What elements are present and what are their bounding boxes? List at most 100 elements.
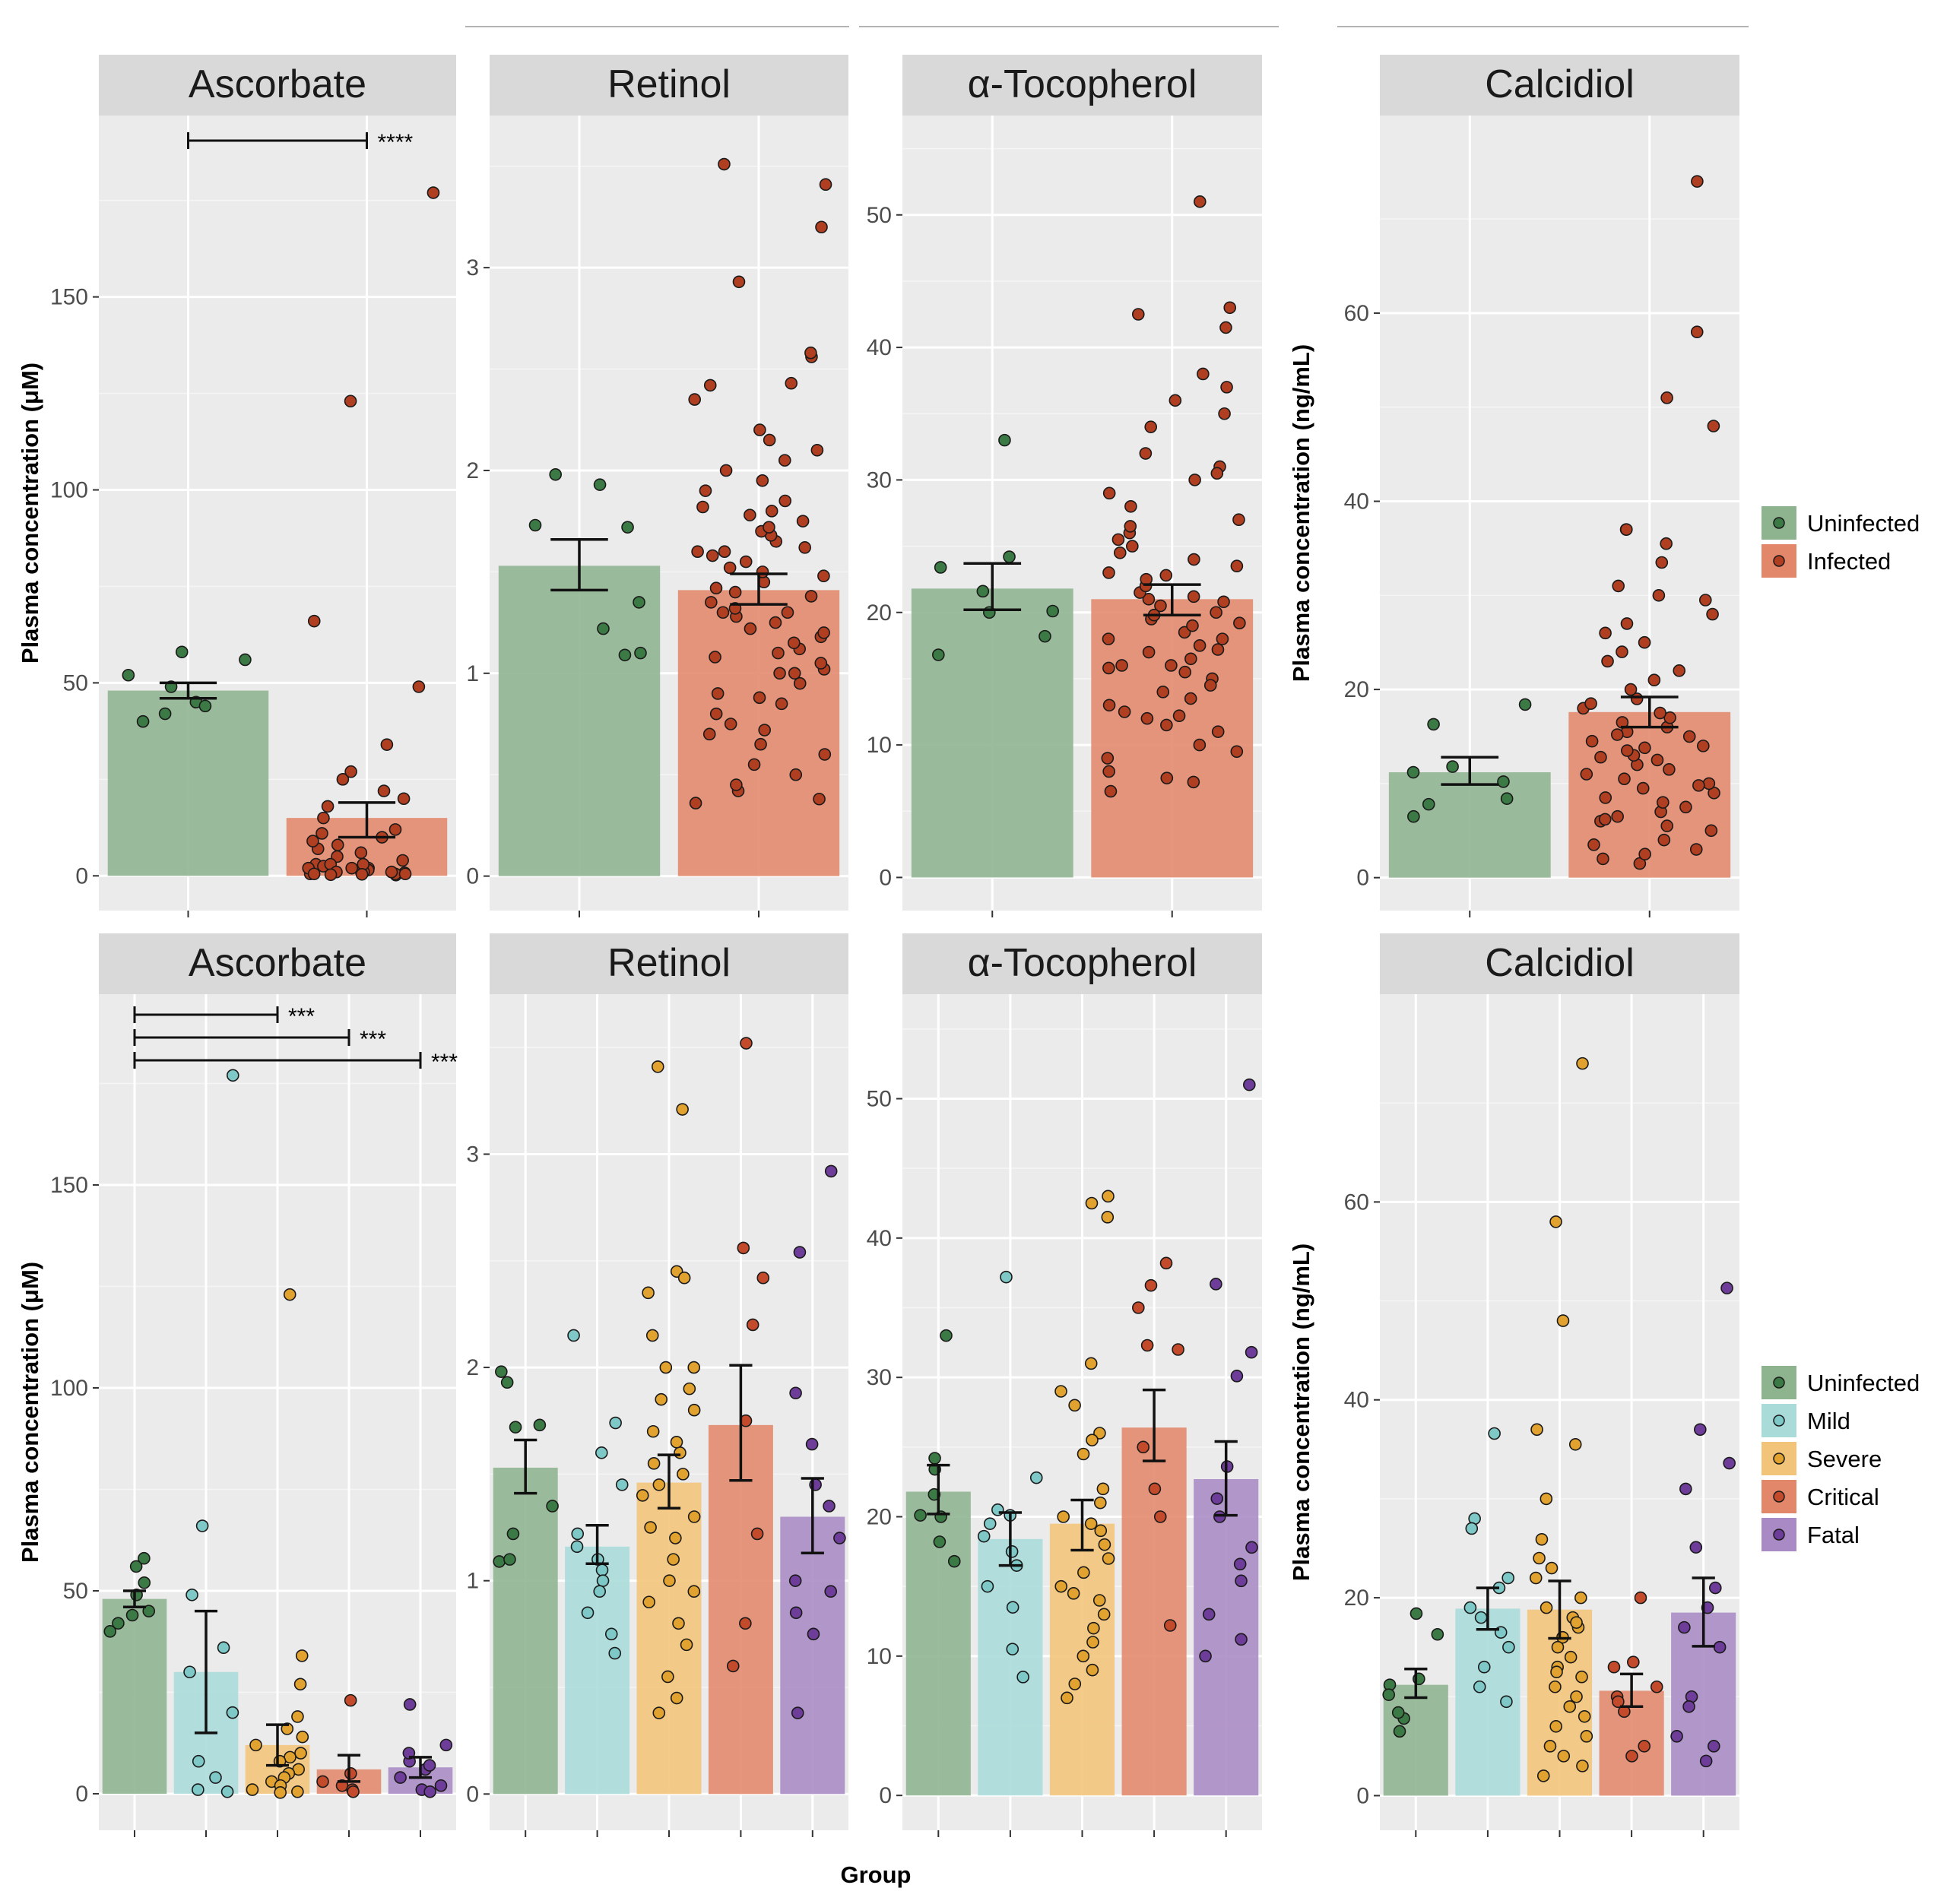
point-infected (1102, 699, 1116, 712)
point-infected (377, 784, 391, 797)
point-severe (647, 1457, 661, 1470)
point-severe (676, 1103, 689, 1116)
point-uninfected (634, 646, 647, 660)
point-infected (810, 443, 824, 457)
point-infected (1210, 467, 1224, 480)
point-severe (1098, 1538, 1111, 1551)
point-mild (983, 1517, 997, 1530)
point-infected (1612, 579, 1625, 593)
y-tick-label: 40 (867, 335, 892, 360)
point-infected (1142, 645, 1156, 659)
point-infected (1598, 813, 1612, 826)
y-tick-label: 100 (50, 478, 88, 503)
point-infected (1655, 556, 1669, 569)
point-infected (1217, 595, 1230, 609)
point-mild (615, 1478, 629, 1491)
y-tick-label: 0 (879, 1783, 892, 1808)
point-infected (1178, 665, 1192, 679)
point-infected (1230, 745, 1244, 759)
point-severe (1574, 1591, 1587, 1605)
point-critical (1159, 1256, 1173, 1270)
panel-title: Ascorbate (189, 941, 366, 985)
point-infected (1636, 781, 1650, 795)
error-bar-uninfected (927, 1463, 950, 1516)
point-infected (1638, 635, 1651, 649)
point-fatal (1210, 1492, 1224, 1505)
point-fatal (805, 1437, 819, 1451)
point-infected (778, 494, 792, 508)
point-uninfected (500, 1376, 514, 1389)
point-severe (246, 1783, 259, 1796)
point-infected (1624, 683, 1638, 696)
point-infected (754, 737, 767, 751)
point-infected (1652, 589, 1666, 602)
panel-strip (490, 933, 848, 994)
point-severe (1054, 1385, 1067, 1398)
point-mild (1473, 1680, 1486, 1693)
point-fatal (1243, 1078, 1256, 1091)
bar-uninfected (498, 565, 661, 876)
legend-label-critical: Critical (1807, 1484, 1879, 1510)
panel-bottom-tocopherol: α-Tocopherol 0 10 20 30 40 50 (867, 933, 1262, 1837)
point-infected (1660, 819, 1674, 832)
point-infected (781, 606, 794, 619)
y-tick-label: 150 (50, 285, 88, 310)
point-infected (1584, 697, 1597, 710)
point-fatal (1202, 1608, 1216, 1621)
point-critical (1153, 1510, 1167, 1523)
point-infected (744, 622, 757, 635)
point-uninfected (1427, 718, 1440, 731)
point-critical (750, 1527, 764, 1541)
point-infected (699, 484, 712, 497)
point-severe (642, 1286, 655, 1300)
significance-bracket (133, 1029, 350, 1046)
point-infected (1230, 559, 1244, 573)
panel-strip (99, 933, 456, 994)
point-severe (655, 1392, 668, 1406)
point-infected (354, 846, 368, 860)
point-infected (1599, 791, 1612, 804)
point-infected (709, 581, 723, 595)
point-infected (1704, 824, 1718, 838)
point-severe (1545, 1561, 1559, 1575)
point-severe (1086, 1663, 1099, 1677)
point-uninfected (934, 561, 947, 574)
error-bar-mild (1476, 1586, 1500, 1631)
point-uninfected (136, 714, 150, 728)
bar-infected (677, 590, 840, 876)
error-bar-uninfected (1404, 1668, 1428, 1700)
point-mild (571, 1527, 585, 1541)
point-infected (1219, 321, 1232, 334)
point-fatal (403, 1698, 417, 1711)
error-bar-critical (337, 1754, 361, 1783)
panel-strip (1380, 933, 1739, 994)
point-infected (732, 275, 746, 289)
y-tick-label: 20 (1344, 1586, 1369, 1611)
point-infected (1223, 301, 1237, 315)
point-infected (1216, 632, 1229, 645)
y-tick-label: 10 (867, 733, 892, 758)
point-infected (775, 697, 788, 711)
point-uninfected (976, 585, 990, 598)
y-tick-label: 0 (879, 865, 892, 890)
point-critical (1650, 1680, 1663, 1693)
point-infected (730, 778, 743, 791)
y-tick-label: 50 (63, 670, 88, 695)
point-infected (1203, 679, 1217, 692)
error-bar-severe (657, 1453, 681, 1510)
point-infected (1118, 705, 1131, 718)
point-infected (1115, 659, 1128, 672)
point-infected (1633, 857, 1647, 870)
point-severe (645, 1329, 659, 1342)
point-severe (274, 1786, 287, 1799)
y-tick-label: 1 (466, 1569, 479, 1594)
point-mild (570, 1540, 584, 1554)
point-infected (1611, 809, 1624, 823)
y-tick-label: 30 (867, 1365, 892, 1390)
y-tick-label: 20 (1344, 677, 1369, 702)
significance-label: *** (288, 1004, 315, 1029)
point-infected (813, 792, 826, 806)
point-critical (726, 1659, 740, 1673)
point-mild (596, 1574, 610, 1587)
